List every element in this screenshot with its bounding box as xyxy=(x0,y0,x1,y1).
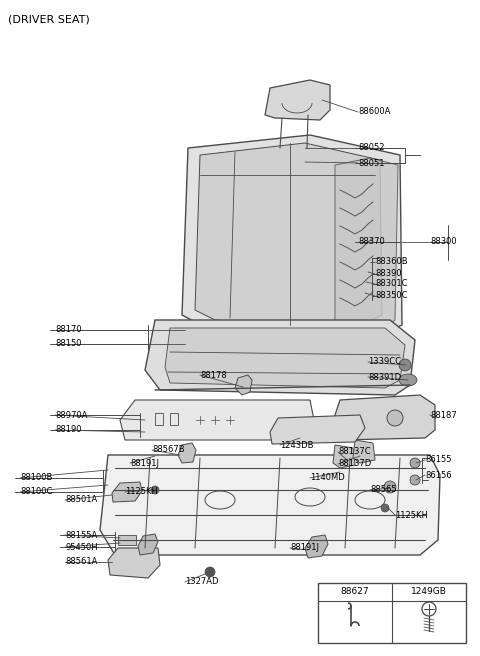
Polygon shape xyxy=(138,534,158,555)
Text: 88501A: 88501A xyxy=(65,495,97,504)
Text: 88970A: 88970A xyxy=(55,411,87,419)
Bar xyxy=(155,413,163,425)
Polygon shape xyxy=(145,320,415,395)
Text: 88100B: 88100B xyxy=(20,474,52,483)
Polygon shape xyxy=(353,440,375,463)
Circle shape xyxy=(384,481,396,493)
Text: 88350C: 88350C xyxy=(375,291,408,300)
Text: 88191J: 88191J xyxy=(130,459,159,468)
Polygon shape xyxy=(178,443,196,463)
Text: 88137D: 88137D xyxy=(338,459,371,468)
Text: 1327AD: 1327AD xyxy=(185,577,218,586)
Circle shape xyxy=(410,458,420,468)
Text: 86155: 86155 xyxy=(425,455,452,464)
Text: 88567B: 88567B xyxy=(152,445,185,455)
Circle shape xyxy=(387,410,403,426)
Text: 1249GB: 1249GB xyxy=(411,588,447,596)
Polygon shape xyxy=(112,482,142,502)
Bar xyxy=(118,535,136,545)
Text: 88301C: 88301C xyxy=(375,279,408,289)
Text: 88390: 88390 xyxy=(375,270,402,279)
Text: 88561A: 88561A xyxy=(65,558,97,567)
Text: 88155A: 88155A xyxy=(65,531,97,539)
Polygon shape xyxy=(335,158,398,335)
Circle shape xyxy=(205,567,215,577)
Text: 88391D: 88391D xyxy=(368,373,401,382)
Text: 88370: 88370 xyxy=(358,237,385,247)
Text: 88170: 88170 xyxy=(55,325,82,335)
Text: 88150: 88150 xyxy=(55,340,82,348)
Polygon shape xyxy=(165,328,405,388)
Polygon shape xyxy=(120,400,315,440)
Text: 88178: 88178 xyxy=(200,371,227,380)
Text: 1140MD: 1140MD xyxy=(310,474,345,483)
Polygon shape xyxy=(265,80,330,120)
Polygon shape xyxy=(270,415,365,444)
Text: 88565: 88565 xyxy=(370,485,396,495)
Text: 88187: 88187 xyxy=(430,411,457,419)
Text: 88360B: 88360B xyxy=(375,258,408,266)
Polygon shape xyxy=(235,375,252,395)
Polygon shape xyxy=(333,445,355,468)
Circle shape xyxy=(410,475,420,485)
Bar xyxy=(170,413,178,425)
Ellipse shape xyxy=(399,374,417,386)
Text: 1243DB: 1243DB xyxy=(280,440,313,449)
Text: 88627: 88627 xyxy=(341,588,369,596)
Text: 88600A: 88600A xyxy=(358,108,390,117)
Text: 1339CC: 1339CC xyxy=(368,358,401,367)
Bar xyxy=(318,583,466,643)
Text: 88051: 88051 xyxy=(358,159,384,167)
Text: 95450H: 95450H xyxy=(65,543,97,552)
Polygon shape xyxy=(195,143,382,328)
Polygon shape xyxy=(100,455,440,555)
Text: 1125KH: 1125KH xyxy=(125,487,158,497)
Text: 1125KH: 1125KH xyxy=(395,510,428,520)
Circle shape xyxy=(399,359,411,371)
Polygon shape xyxy=(182,135,402,340)
Polygon shape xyxy=(305,535,328,558)
Polygon shape xyxy=(330,395,435,440)
Text: 88190: 88190 xyxy=(55,426,82,434)
Circle shape xyxy=(381,504,389,512)
Text: 88100C: 88100C xyxy=(20,487,52,497)
Text: 88137C: 88137C xyxy=(338,447,371,457)
Text: 86156: 86156 xyxy=(425,470,452,480)
Polygon shape xyxy=(108,548,160,578)
Text: 88052: 88052 xyxy=(358,144,384,152)
Text: 88191J: 88191J xyxy=(290,544,319,552)
Circle shape xyxy=(151,486,159,494)
Text: (DRIVER SEAT): (DRIVER SEAT) xyxy=(8,14,90,24)
Text: 88300: 88300 xyxy=(430,237,456,247)
